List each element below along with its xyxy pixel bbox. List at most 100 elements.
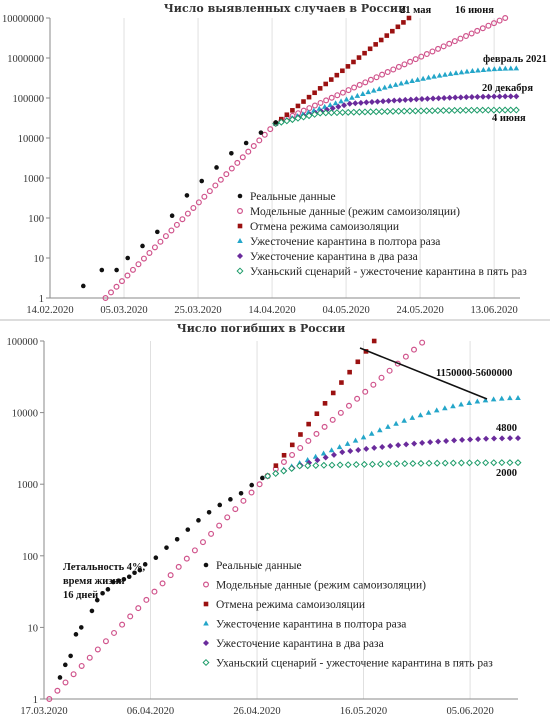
data-point xyxy=(345,402,352,409)
data-point xyxy=(340,68,345,74)
data-point xyxy=(456,106,464,114)
data-point xyxy=(379,71,386,78)
legend-label: Отмена режима самоизоляции xyxy=(216,599,365,611)
data-point xyxy=(126,574,132,580)
data-point xyxy=(339,89,346,96)
data-point xyxy=(360,434,367,440)
data-point xyxy=(320,450,327,456)
y-tick-label: 1000 xyxy=(23,174,44,185)
y-tick-label: 10 xyxy=(34,254,45,265)
data-point xyxy=(111,629,118,636)
data-point xyxy=(196,518,201,523)
x-tick-label: 25.03.2020 xyxy=(174,305,221,316)
data-point xyxy=(419,339,426,346)
data-point xyxy=(339,108,347,116)
data-point xyxy=(162,233,169,240)
x-tick-label: 16.05.2020 xyxy=(340,706,387,717)
legend-marker xyxy=(203,640,209,646)
series-annotation: 4 июня xyxy=(492,113,526,124)
data-point xyxy=(361,108,369,116)
data-point xyxy=(206,510,212,515)
data-point xyxy=(299,113,308,121)
data-point xyxy=(393,420,399,426)
data-point xyxy=(258,130,264,135)
data-point xyxy=(184,210,191,217)
data-point xyxy=(273,120,279,125)
data-point xyxy=(363,349,369,354)
data-point xyxy=(425,74,432,80)
data-point xyxy=(367,108,375,116)
data-point xyxy=(328,461,336,469)
data-point xyxy=(125,255,131,261)
data-point xyxy=(146,249,153,256)
data-point xyxy=(94,597,100,603)
data-point xyxy=(70,671,77,678)
data-point xyxy=(363,99,370,106)
data-point xyxy=(457,35,464,42)
data-point xyxy=(352,437,359,443)
data-point xyxy=(118,278,125,285)
data-point xyxy=(390,28,395,34)
data-point xyxy=(327,109,335,117)
data-point xyxy=(479,25,486,32)
series-5 xyxy=(264,435,521,480)
data-point xyxy=(345,87,352,94)
data-point xyxy=(135,605,142,612)
data-point xyxy=(62,679,69,686)
data-point xyxy=(412,56,419,63)
legend-marker xyxy=(237,238,243,243)
series-2 xyxy=(46,339,426,702)
series-1 xyxy=(57,475,265,680)
data-point xyxy=(368,430,375,436)
data-point xyxy=(185,527,191,532)
data-point xyxy=(395,107,403,115)
data-point xyxy=(514,459,522,467)
data-point xyxy=(372,108,380,116)
data-point xyxy=(427,439,434,446)
data-point xyxy=(497,65,503,71)
data-point xyxy=(129,266,136,273)
data-point xyxy=(451,38,458,45)
data-point xyxy=(280,467,288,475)
data-point xyxy=(214,165,219,170)
data-point xyxy=(248,489,255,496)
legend-marker xyxy=(203,620,209,626)
side-note-line: Летальность 4%, xyxy=(63,562,146,573)
data-point xyxy=(424,95,431,102)
legend-marker xyxy=(237,253,243,259)
data-point xyxy=(387,83,393,89)
data-point xyxy=(312,461,320,470)
data-point xyxy=(371,444,378,451)
data-point xyxy=(317,99,324,106)
data-point xyxy=(73,632,79,637)
data-point xyxy=(506,459,514,467)
x-tick-label: 06.04.2020 xyxy=(127,706,174,717)
data-point xyxy=(396,97,403,104)
data-point xyxy=(362,79,369,86)
y-tick-label: 10000 xyxy=(18,134,44,145)
data-point xyxy=(474,398,481,404)
data-point xyxy=(442,405,448,411)
data-point xyxy=(344,461,352,469)
data-point xyxy=(463,33,470,40)
data-point xyxy=(430,95,437,102)
data-point xyxy=(363,445,370,452)
side-note-line: 16 дней xyxy=(63,590,98,601)
data-point xyxy=(110,579,116,585)
data-point xyxy=(300,107,307,114)
data-point xyxy=(337,409,344,416)
data-point xyxy=(346,100,353,107)
data-point xyxy=(482,397,489,403)
legend-label: Реальные данные xyxy=(250,191,336,203)
data-point xyxy=(153,555,159,561)
data-point xyxy=(406,107,414,115)
data-point xyxy=(417,459,425,467)
x-tick-label: 13.06.2020 xyxy=(470,305,517,316)
series-annotation: 20 декабря xyxy=(482,83,533,94)
data-point xyxy=(78,662,85,669)
data-point xyxy=(321,423,328,430)
y-tick-label: 10000000 xyxy=(2,14,44,25)
data-point xyxy=(385,460,393,468)
data-point xyxy=(474,93,481,100)
data-point xyxy=(374,98,381,105)
